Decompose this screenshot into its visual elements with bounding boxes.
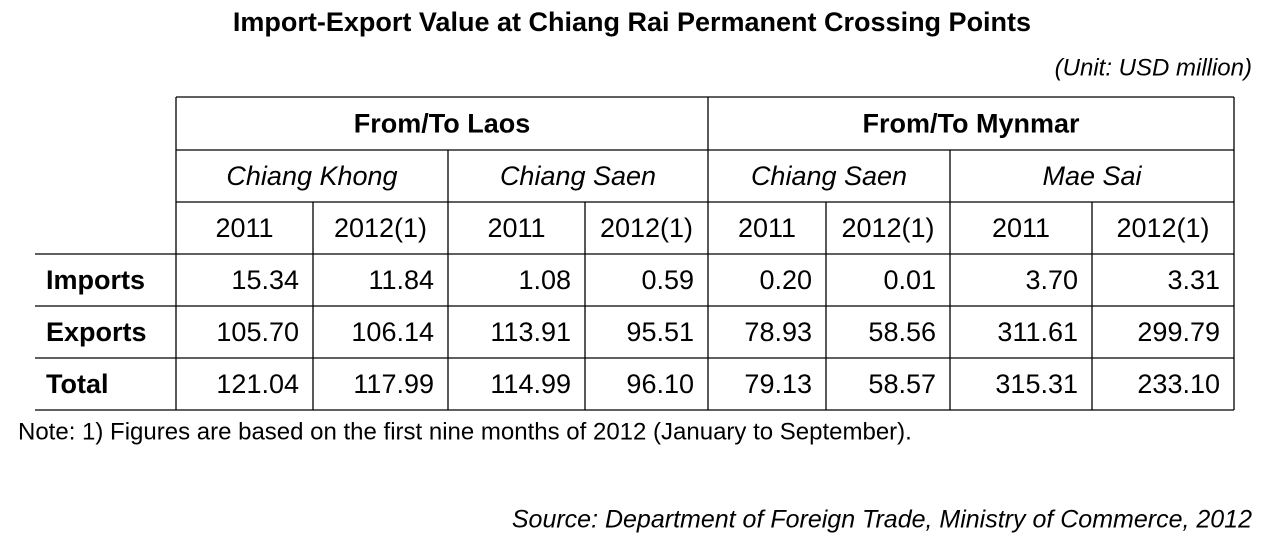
source: Source: Department of Foreign Trade, Min… <box>512 506 1252 534</box>
cell-value: 0.01 <box>883 265 936 295</box>
year-header: 2011 <box>738 213 796 243</box>
cell-value: 96.10 <box>626 369 694 399</box>
cell-value: 299.79 <box>1137 317 1220 347</box>
subgroup-header: Chiang Saen <box>500 161 656 191</box>
cell-value: 95.51 <box>626 317 694 347</box>
cell-value: 78.93 <box>744 317 812 347</box>
year-header: 2012(1) <box>600 213 693 243</box>
year-header: 2012(1) <box>334 213 427 243</box>
cell-value: 58.56 <box>868 317 936 347</box>
cell-value: 0.20 <box>759 265 812 295</box>
year-header: 2012(1) <box>841 213 934 243</box>
year-header: 2011 <box>215 213 273 243</box>
note: Note: 1) Figures are based on the first … <box>18 418 912 445</box>
cell-value: 3.31 <box>1167 265 1220 295</box>
row-label: Total <box>46 369 109 399</box>
cell-value: 3.70 <box>1025 265 1078 295</box>
cell-value: 233.10 <box>1137 369 1220 399</box>
cell-value: 0.59 <box>641 265 694 295</box>
title: Import-Export Value at Chiang Rai Perman… <box>233 7 1031 37</box>
year-header: 2012(1) <box>1116 213 1209 243</box>
subgroup-header: Chiang Khong <box>226 161 397 191</box>
cell-value: 11.84 <box>368 265 434 295</box>
cell-value: 311.61 <box>997 317 1078 347</box>
subgroup-header: Chiang Saen <box>751 161 907 191</box>
cell-value: 114.99 <box>490 369 571 399</box>
row-label: Imports <box>46 265 145 295</box>
cell-value: 113.91 <box>490 317 571 347</box>
cell-value: 121.04 <box>216 369 299 399</box>
cell-value: 79.13 <box>744 369 812 399</box>
cell-value: 15.34 <box>231 265 299 295</box>
cell-value: 105.70 <box>216 317 299 347</box>
year-header: 2011 <box>992 213 1050 243</box>
unit: (Unit: USD million) <box>1055 54 1252 81</box>
cell-value: 117.99 <box>353 369 434 399</box>
cell-value: 58.57 <box>868 369 936 399</box>
row-label: Exports <box>46 317 147 347</box>
subgroup-header: Mae Sai <box>1042 161 1142 191</box>
year-header: 2011 <box>487 213 545 243</box>
group-header: From/To Mynmar <box>862 109 1080 139</box>
cell-value: 1.08 <box>518 265 571 295</box>
cell-value: 315.31 <box>995 369 1078 399</box>
group-header: From/To Laos <box>354 109 531 139</box>
cell-value: 106.14 <box>351 317 434 347</box>
